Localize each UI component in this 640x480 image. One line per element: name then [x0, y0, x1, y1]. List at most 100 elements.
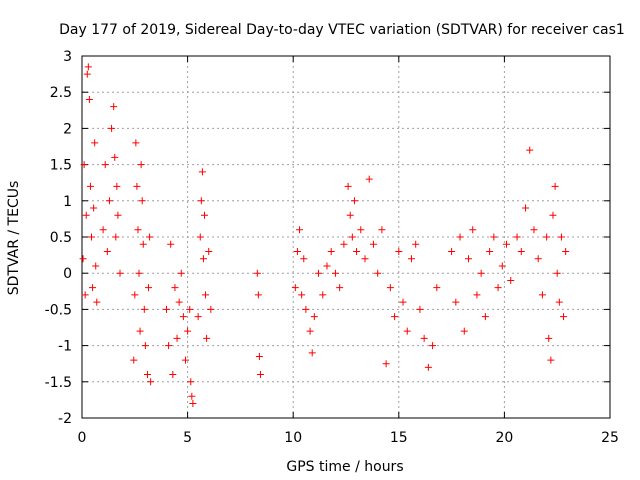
data-point — [378, 226, 386, 234]
data-point — [407, 255, 415, 263]
data-point — [308, 349, 316, 357]
data-point — [146, 233, 154, 241]
y-axis-label: SDTVAR / TECUs — [6, 181, 22, 296]
data-point — [344, 182, 352, 190]
data-point — [132, 139, 140, 147]
data-point — [530, 226, 538, 234]
data-point — [205, 247, 213, 255]
x-tick-label: 0 — [78, 430, 87, 446]
data-point — [253, 269, 261, 277]
data-point — [196, 233, 204, 241]
data-point — [101, 161, 109, 169]
y-tick-label: 3 — [63, 49, 72, 65]
data-point — [543, 233, 551, 241]
data-point — [131, 291, 139, 299]
data-point — [420, 334, 428, 342]
data-point — [256, 371, 264, 379]
data-point — [133, 182, 141, 190]
data-point — [545, 334, 553, 342]
data-point — [382, 360, 390, 368]
data-point — [547, 356, 555, 364]
x-axis-label: GPS time / hours — [286, 459, 403, 475]
data-point — [179, 313, 187, 321]
data-point — [207, 305, 215, 313]
y-tick-label: 2 — [63, 121, 72, 137]
data-point — [145, 284, 153, 292]
data-point — [130, 356, 138, 364]
data-point — [198, 168, 206, 176]
data-point — [553, 269, 561, 277]
data-point — [194, 313, 202, 321]
data-point — [84, 63, 92, 71]
data-point — [513, 233, 521, 241]
data-point — [169, 371, 177, 379]
data-point — [165, 342, 173, 350]
data-point — [369, 240, 377, 248]
data-point — [460, 327, 468, 335]
y-tick-label: 1 — [63, 194, 72, 210]
data-point — [110, 103, 118, 111]
data-point — [522, 204, 530, 212]
data-point — [143, 371, 151, 379]
data-point — [300, 255, 308, 263]
data-point — [113, 182, 121, 190]
y-tick-label: -0.5 — [45, 302, 72, 318]
data-point — [162, 305, 170, 313]
data-point — [302, 305, 310, 313]
data-point — [490, 233, 498, 241]
axis-ticks — [81, 55, 611, 419]
data-point — [391, 313, 399, 321]
data-point — [361, 255, 369, 263]
y-tick-label: 0 — [63, 266, 72, 282]
data-point — [346, 211, 354, 219]
data-point — [167, 240, 175, 248]
data-point — [82, 211, 90, 219]
data-point — [139, 240, 147, 248]
data-point — [189, 400, 197, 408]
data-point — [136, 327, 144, 335]
data-point — [526, 146, 534, 154]
data-point — [481, 313, 489, 321]
data-point — [177, 269, 185, 277]
data-point — [105, 197, 113, 205]
data-point — [137, 161, 145, 169]
data-point — [93, 298, 101, 306]
data-point — [134, 226, 142, 234]
data-point — [108, 124, 116, 132]
data-point — [254, 291, 262, 299]
data-point — [135, 269, 143, 277]
data-point — [103, 247, 111, 255]
data-point — [336, 284, 344, 292]
x-tick-label: 25 — [601, 430, 619, 446]
data-point — [200, 211, 208, 219]
data-point — [562, 247, 570, 255]
data-point — [140, 305, 148, 313]
data-point — [456, 233, 464, 241]
data-point — [374, 269, 382, 277]
y-tick-label: -2 — [58, 411, 72, 427]
data-point — [350, 197, 358, 205]
data-point — [498, 262, 506, 270]
data-point — [551, 182, 559, 190]
data-point — [83, 70, 91, 78]
plot-frame — [81, 55, 611, 419]
data-point — [111, 153, 119, 161]
data-point — [448, 247, 456, 255]
data-point — [315, 269, 323, 277]
data-point — [323, 262, 331, 270]
data-point — [386, 284, 394, 292]
data-point — [429, 342, 437, 350]
x-tick-label: 10 — [284, 430, 302, 446]
data-point — [424, 363, 432, 371]
data-point — [464, 255, 472, 263]
y-tick-label: 2.5 — [50, 85, 72, 101]
x-tick-label: 5 — [183, 430, 192, 446]
data-point — [181, 356, 189, 364]
data-point — [203, 334, 211, 342]
data-point — [199, 255, 207, 263]
data-point — [517, 247, 525, 255]
data-point — [507, 276, 515, 284]
data-point — [188, 392, 196, 400]
data-point — [92, 262, 100, 270]
data-point — [557, 233, 565, 241]
